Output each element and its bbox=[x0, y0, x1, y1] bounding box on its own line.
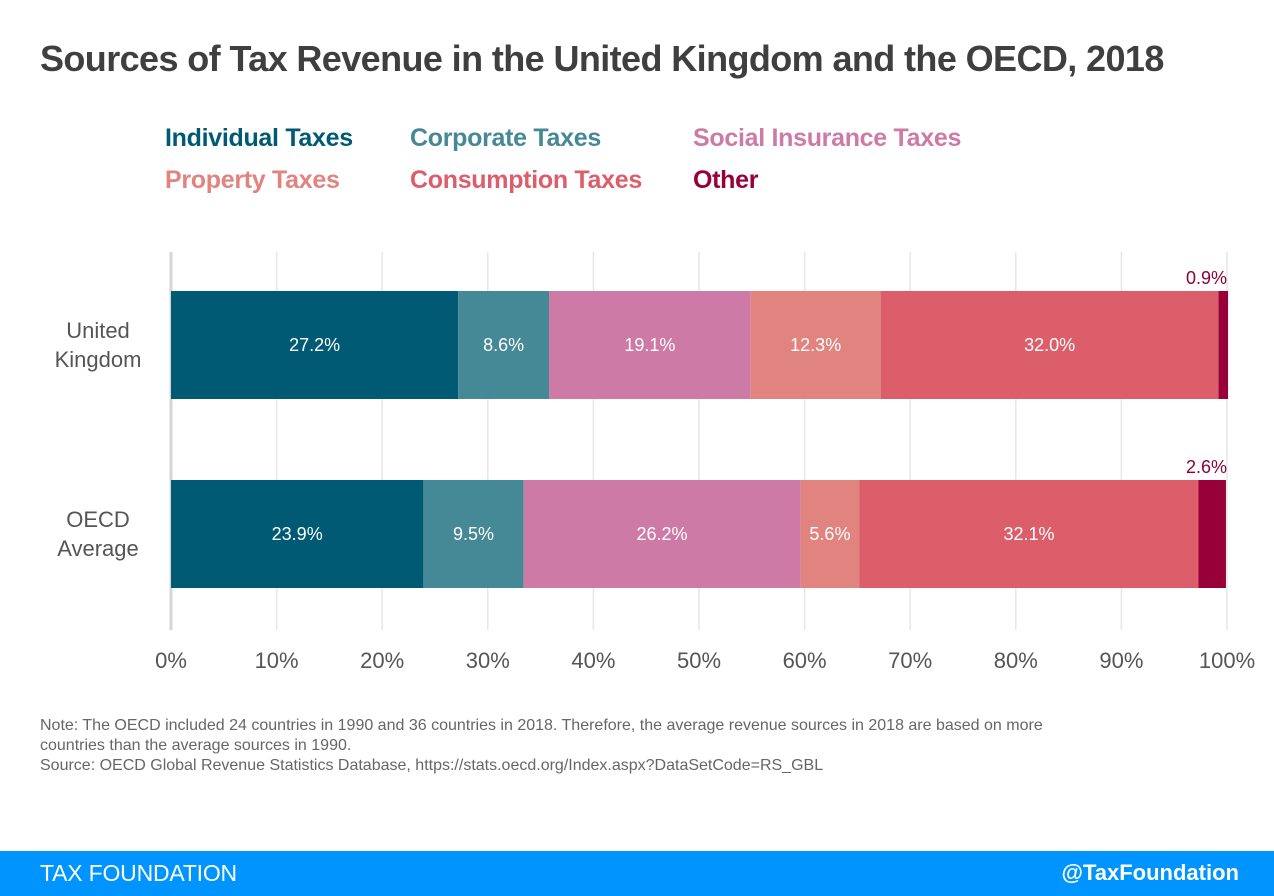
bar-segment-property-taxes bbox=[800, 480, 860, 588]
footer-handle[interactable]: @TaxFoundation bbox=[1061, 860, 1239, 885]
x-tick-label: 30% bbox=[466, 648, 510, 673]
bar-segment-consumption-taxes bbox=[859, 480, 1199, 588]
data-label: 26.2% bbox=[637, 524, 688, 544]
bar-segment-corporate-taxes bbox=[458, 291, 550, 399]
data-label: 12.3% bbox=[790, 335, 841, 355]
bar-segment-individual-taxes bbox=[171, 480, 424, 588]
note-line-1: Note: The OECD included 24 countries in … bbox=[40, 717, 1043, 734]
notes: Note: The OECD included 24 countries in … bbox=[40, 716, 1043, 776]
bar-labels: 27.2% 8.6% 19.1% 12.3% 32.0% 0.9% 23.9% 9.5% 26.… bbox=[272, 268, 1227, 544]
category-label: Average bbox=[57, 536, 139, 561]
x-tick-label: 10% bbox=[255, 648, 299, 673]
bar-segment-corporate-taxes bbox=[423, 480, 524, 588]
data-label: 27.2% bbox=[289, 335, 340, 355]
data-label: 9.5% bbox=[453, 524, 494, 544]
data-label: 32.0% bbox=[1024, 335, 1075, 355]
data-label: 8.6% bbox=[483, 335, 524, 355]
note-line-2: countries than the average sources in 19… bbox=[40, 737, 352, 754]
category-label: OECD bbox=[66, 507, 130, 532]
legend-item-consumption: Consumption Taxes bbox=[410, 166, 642, 194]
legend-item-social-insurance: Social Insurance Taxes bbox=[693, 124, 962, 152]
bar-segment-property-taxes bbox=[750, 291, 881, 399]
legend-item-corporate: Corporate Taxes bbox=[410, 124, 601, 152]
stacked-bar-chart: 27.2% 8.6% 19.1% 12.3% 32.0% 0.9% 23.9% 9.5% 26.… bbox=[55, 252, 1255, 673]
x-tick-label: 80% bbox=[994, 648, 1038, 673]
category-label: Kingdom bbox=[55, 347, 142, 372]
x-tick-label: 100% bbox=[1199, 648, 1255, 673]
data-label: 19.1% bbox=[624, 335, 675, 355]
legend-item-individual: Individual Taxes bbox=[165, 124, 353, 152]
bar-segment-individual-taxes bbox=[171, 291, 459, 399]
data-label: 23.9% bbox=[272, 524, 323, 544]
x-tick-label: 0% bbox=[155, 648, 187, 673]
legend-item-other: Other bbox=[693, 166, 759, 194]
bars bbox=[171, 291, 1229, 588]
footer-bar: TAX FOUNDATION @TaxFoundation bbox=[0, 851, 1274, 896]
bar-segment-other bbox=[1218, 291, 1229, 399]
data-label: 2.6% bbox=[1186, 457, 1227, 477]
footer-brand: TAX FOUNDATION bbox=[40, 860, 237, 886]
bar-segment-consumption-taxes bbox=[880, 291, 1219, 399]
x-tick-label: 20% bbox=[360, 648, 404, 673]
bar-segment-social-insurance-taxes bbox=[549, 291, 751, 399]
x-tick-label: 90% bbox=[1099, 648, 1143, 673]
x-tick-label: 70% bbox=[888, 648, 932, 673]
x-tick-label: 50% bbox=[677, 648, 721, 673]
legend-item-property: Property Taxes bbox=[165, 166, 340, 194]
data-label: 0.9% bbox=[1186, 268, 1227, 288]
bar-segment-other bbox=[1198, 480, 1226, 588]
chart-title: Sources of Tax Revenue in the United Kin… bbox=[40, 38, 1164, 79]
x-axis-tick-labels: 0% 10% 20% 30% 40% 50% 60% 70% 80% 90% 100% bbox=[155, 648, 1255, 673]
source-line: Source: OECD Global Revenue Statistics D… bbox=[40, 757, 824, 774]
data-label: 5.6% bbox=[809, 524, 850, 544]
category-label: United bbox=[66, 318, 130, 343]
data-label: 32.1% bbox=[1003, 524, 1054, 544]
bar-segment-social-insurance-taxes bbox=[523, 480, 801, 588]
x-tick-label: 40% bbox=[571, 648, 615, 673]
category-labels: United Kingdom OECD Average bbox=[55, 318, 142, 561]
x-tick-label: 60% bbox=[783, 648, 827, 673]
